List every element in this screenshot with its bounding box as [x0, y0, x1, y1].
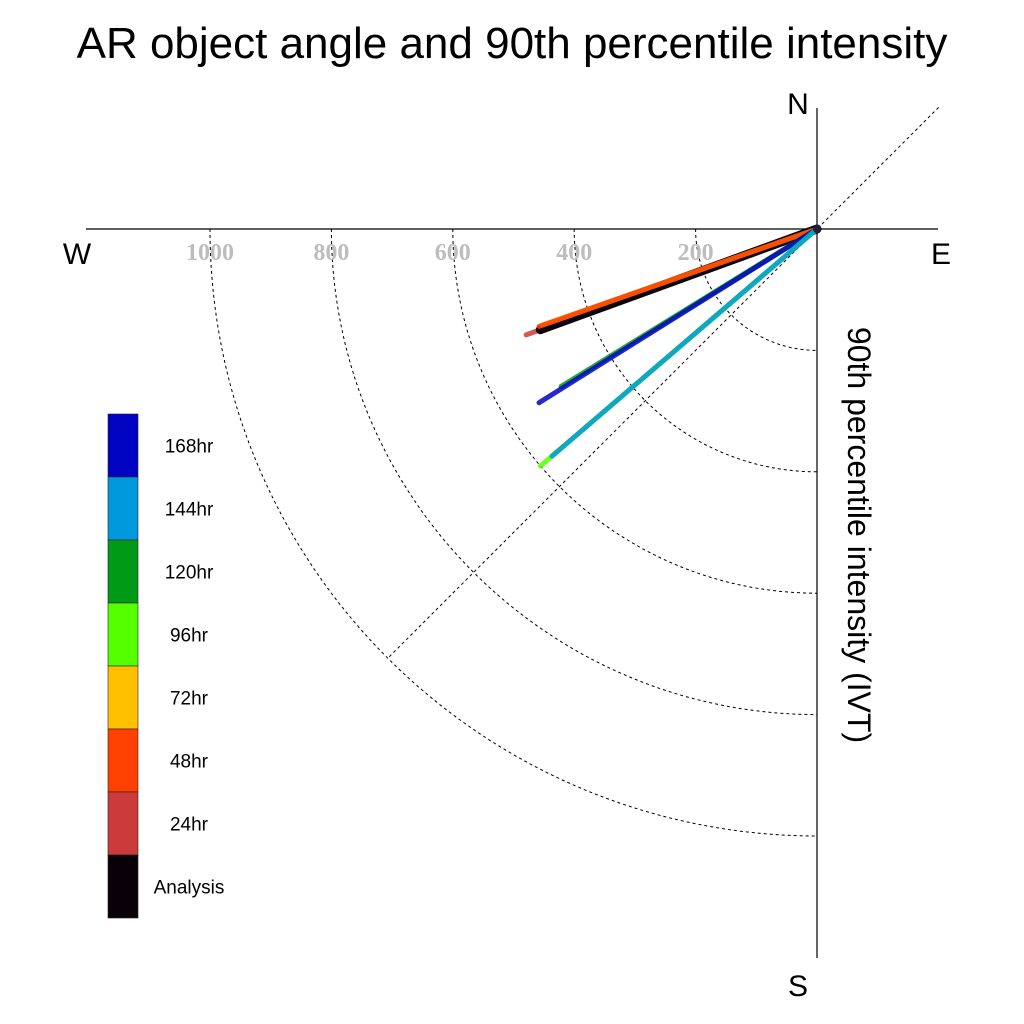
- legend-swatch: [107, 413, 139, 478]
- radial-tick-label: 600: [435, 240, 471, 266]
- radial-tick-labels: 200 400 600 800 1000: [186, 240, 714, 266]
- legend-swatch: [107, 602, 139, 667]
- range-ring: [330, 228, 818, 716]
- legend-label: 144hr: [165, 500, 214, 521]
- legend-swatch: [107, 728, 139, 793]
- legend-swatch: [107, 539, 139, 604]
- legend: 168hr 144hr 120hr 96hr 72hr 48hr 24hr Analysis: [107, 413, 225, 919]
- legend-label: 48hr: [170, 752, 209, 773]
- legend-label: 96hr: [170, 626, 209, 647]
- legend-label: Analysis: [154, 878, 225, 899]
- legend-label: 120hr: [165, 563, 214, 584]
- vector-48hr: [536, 226, 820, 329]
- radial-tick-label: 800: [313, 240, 349, 266]
- vector-series: [523, 224, 822, 469]
- legend-label: 168hr: [165, 437, 214, 458]
- origin-point: [813, 225, 821, 233]
- radial-tick-label: 1000: [186, 240, 234, 266]
- vector-168hr: [536, 226, 820, 406]
- compass-east-label: E: [931, 238, 951, 271]
- radial-tick-label: 400: [556, 240, 592, 266]
- range-ring: [209, 228, 818, 837]
- compass-axes: [86, 108, 938, 958]
- legend-swatch: [107, 854, 139, 919]
- range-ring: [452, 228, 818, 594]
- diagonal-reference-line: [387, 107, 939, 659]
- legend-swatch: [107, 476, 139, 541]
- compass-north-label: N: [787, 88, 809, 121]
- legend-swatch: [107, 791, 139, 856]
- range-ring: [695, 228, 818, 351]
- radial-axis-label: 90th percentile intensity (IVT): [841, 327, 877, 743]
- legend-label: 72hr: [170, 689, 209, 710]
- polar-grid: [209, 107, 939, 837]
- vector-144hr: [549, 226, 820, 459]
- legend-swatch: [107, 665, 139, 730]
- legend-label: 24hr: [170, 815, 209, 836]
- chart-title: AR object angle and 90th percentile inte…: [77, 19, 948, 68]
- range-ring: [573, 228, 818, 473]
- radial-tick-label: 200: [678, 240, 714, 266]
- compass-south-label: S: [788, 970, 808, 1003]
- compass-west-label: W: [63, 238, 92, 271]
